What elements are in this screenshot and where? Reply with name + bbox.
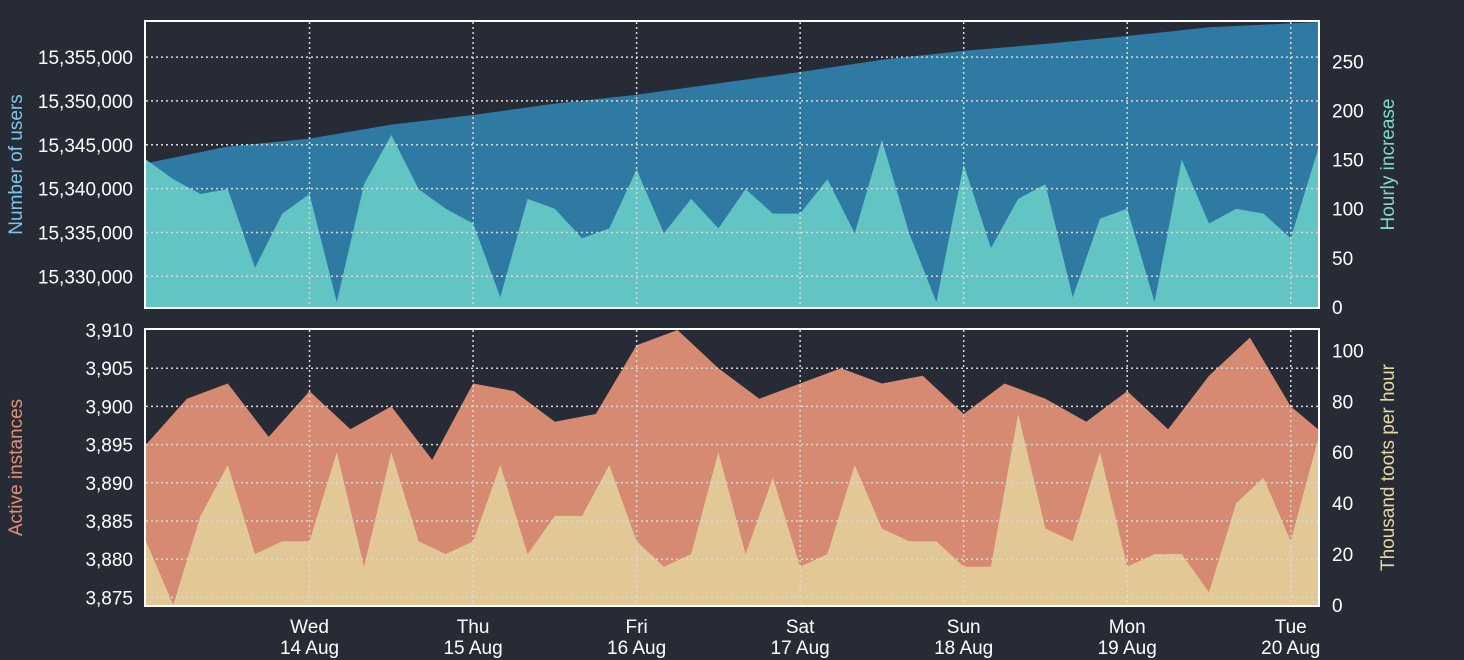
left-axis-tick-label: 3,900 (85, 397, 133, 418)
left-axis-tick-label: 3,910 (85, 321, 133, 342)
x-axis-date-label: 20 Aug (1261, 638, 1320, 659)
series-area-hourly-increase (146, 135, 1318, 307)
left-axis-tick-label: 15,345,000 (38, 136, 133, 157)
right-axis-tick-label: 100 (1332, 200, 1364, 221)
left-axis-tick-label: 3,890 (85, 474, 133, 495)
instances-chart-panel: 3,875 3,880 3,885 3,890 3,895 3,900 3,905 3,910… (6, 321, 1399, 659)
right-axis-tick-label: 60 (1332, 443, 1353, 464)
x-axis-date-label: 17 Aug (771, 638, 830, 659)
left-axis-tick-label: 3,875 (85, 588, 133, 609)
series-area-thousand-toots-per-hour (146, 414, 1318, 605)
left-axis-tick-label: 3,885 (85, 512, 133, 533)
x-axis-day-label: Fri (626, 617, 648, 638)
right-axis-tick-label: 100 (1332, 341, 1364, 362)
plot-frame (144, 20, 1320, 309)
x-axis-date-label: 14 Aug (280, 638, 339, 659)
left-axis-tick-label: 15,350,000 (38, 92, 133, 113)
x-axis-date-label: 19 Aug (1098, 638, 1157, 659)
right-axis-tick-label: 50 (1332, 249, 1353, 270)
x-axis-day-label: Tue (1275, 617, 1307, 638)
x-axis-date-label: 16 Aug (607, 638, 666, 659)
left-axis-tick-label: 15,340,000 (38, 180, 133, 201)
x-axis-day-label: Sun (947, 617, 981, 638)
right-axis-tick-label: 40 (1332, 494, 1353, 515)
right-axis-tick-label: 200 (1332, 101, 1364, 122)
x-axis-day-label: Sat (786, 617, 815, 638)
right-axis-tick-label: 80 (1332, 392, 1353, 413)
right-axis-title: Thousand toots per hour (1378, 363, 1399, 571)
plot-frame (144, 328, 1320, 607)
left-axis-title: Number of users (6, 94, 27, 234)
left-axis-tick-label: 15,355,000 (38, 48, 133, 69)
right-axis-tick-label: 20 (1332, 545, 1353, 566)
left-axis-tick-label: 3,880 (85, 550, 133, 571)
left-axis-tick-label: 15,335,000 (38, 223, 133, 244)
left-axis-tick-label: 3,895 (85, 436, 133, 457)
right-axis-title: Hourly increase (1378, 99, 1399, 231)
left-axis-tick-label: 3,905 (85, 359, 133, 380)
right-axis-tick-label: 0 (1332, 596, 1343, 617)
right-axis-tick-label: 150 (1332, 151, 1364, 172)
x-axis-day-label: Wed (290, 617, 329, 638)
x-axis-day-label: Mon (1109, 617, 1146, 638)
x-axis-day-label: Thu (457, 617, 490, 638)
x-axis-date-label: 15 Aug (443, 638, 502, 659)
left-axis-tick-label: 15,330,000 (38, 267, 133, 288)
x-axis-date-label: 18 Aug (934, 638, 993, 659)
users-chart-panel: 15,330,000 15,335,000 15,340,000 15,345,000… (6, 20, 1399, 319)
left-axis-title: Active instances (6, 399, 27, 536)
right-axis-tick-label: 0 (1332, 298, 1343, 319)
right-axis-tick-label: 250 (1332, 52, 1364, 73)
